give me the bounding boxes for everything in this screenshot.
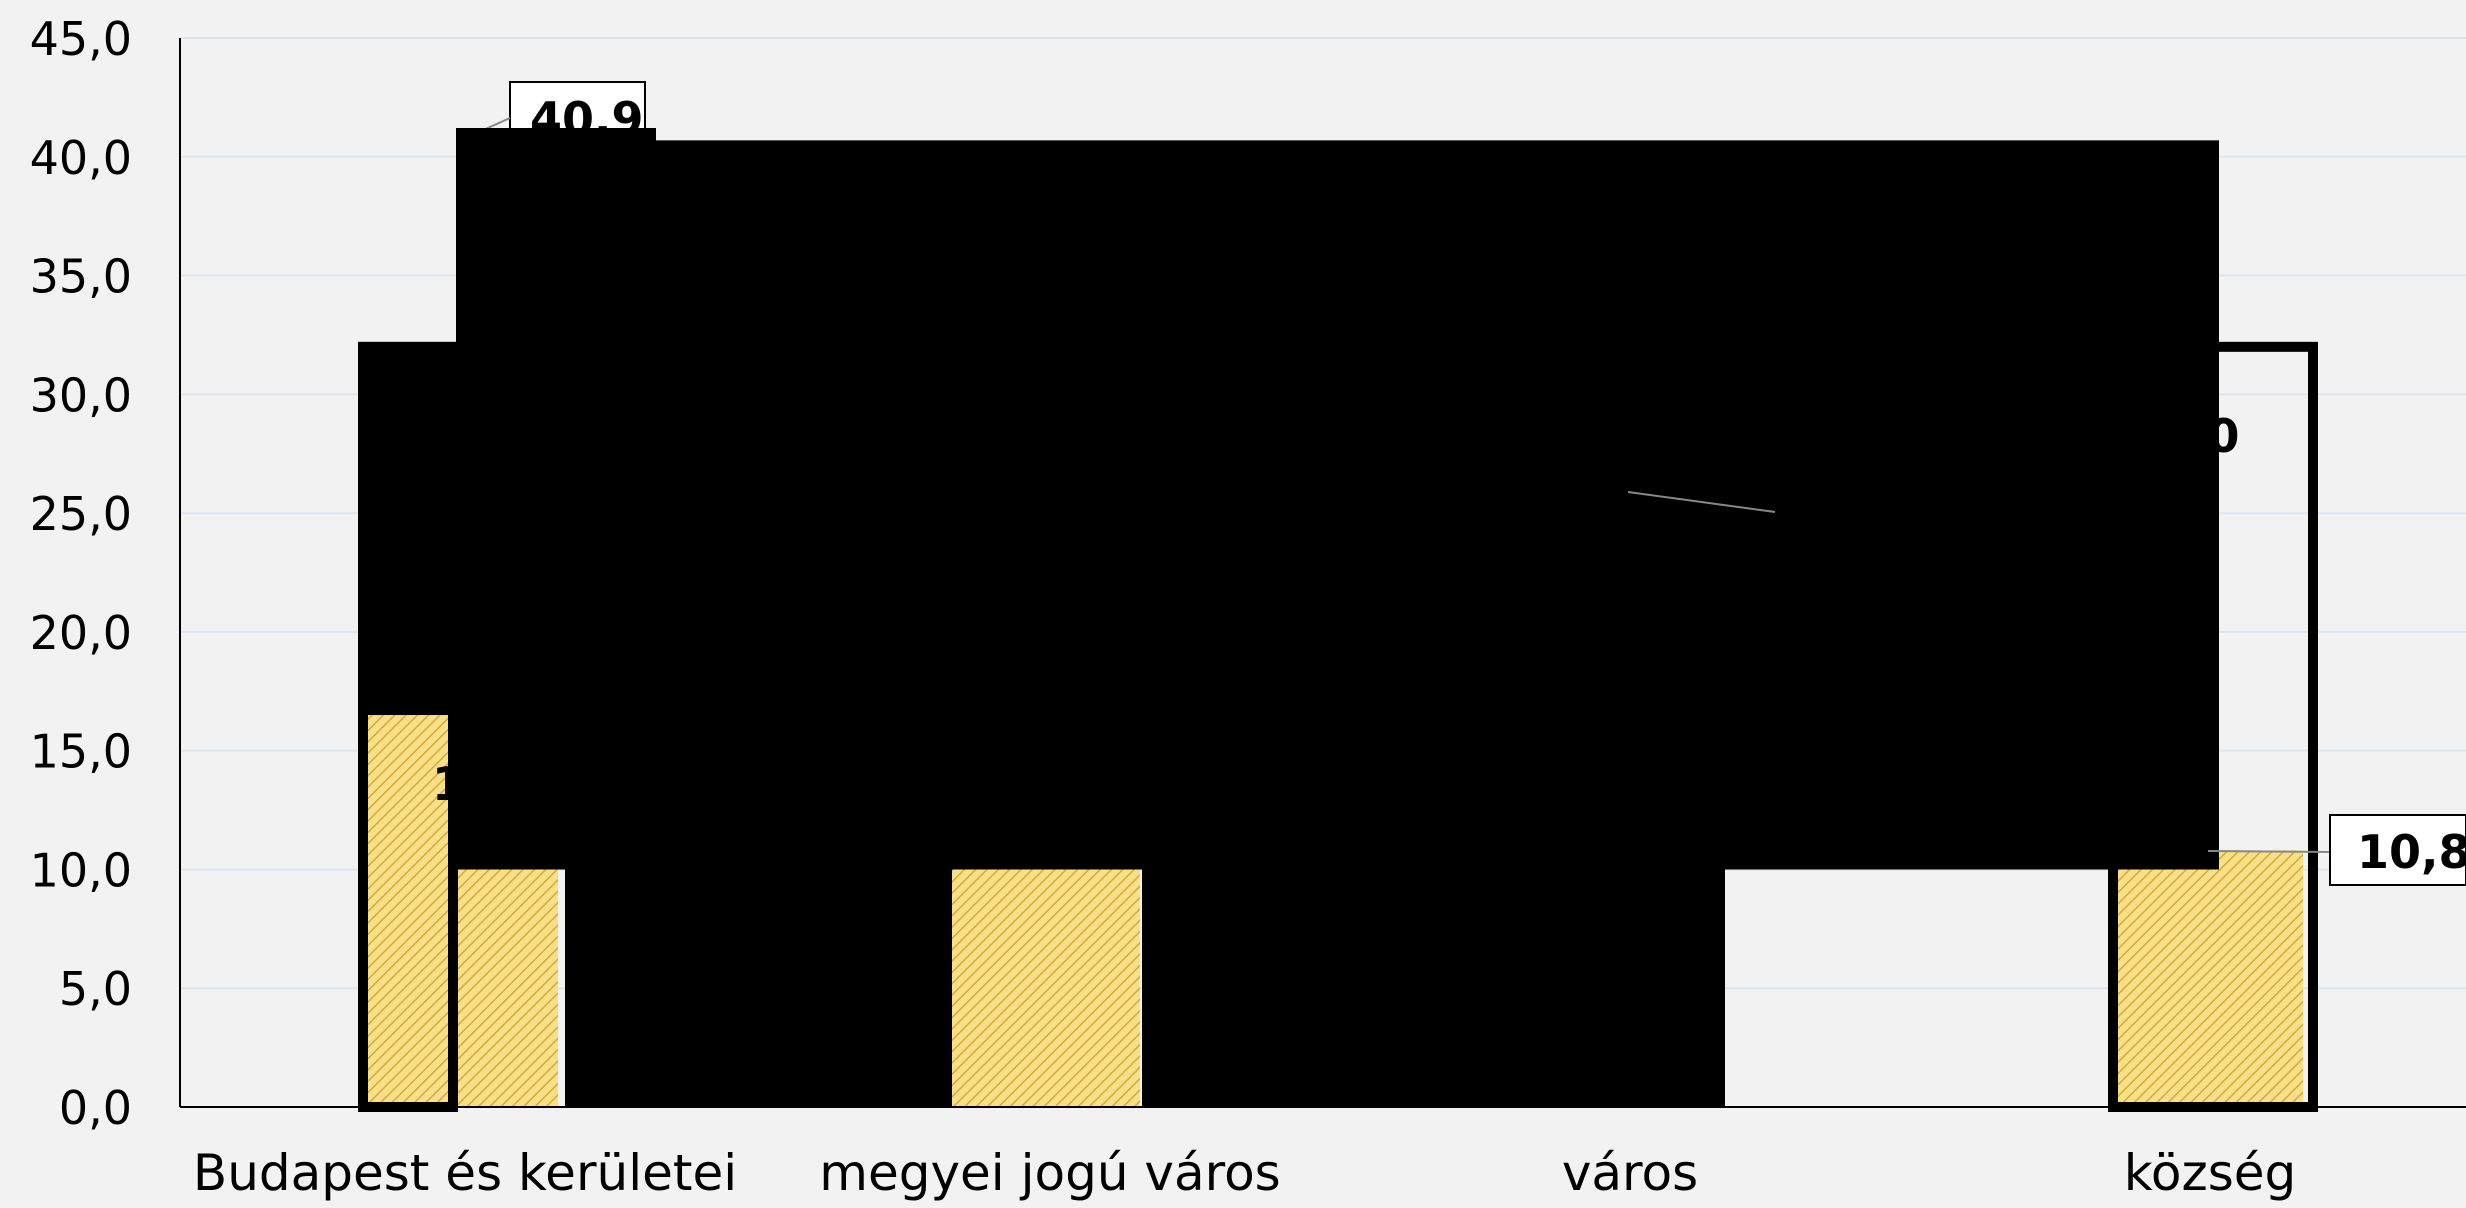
bar [456,128,656,148]
y-tick-label: 45,0 [30,12,132,66]
bars [358,140,2318,1113]
x-tick-label: város [1562,1144,1698,1202]
x-tick-label: megyei jogú város [819,1144,1280,1202]
y-tick-label: 25,0 [30,487,132,541]
data-label: 10,8 [2357,825,2466,879]
x-tick-label: község [2124,1144,2297,1202]
bar [456,140,2219,1108]
y-tick-label: 0,0 [59,1081,132,1135]
x-axis-labels: Budapest és kerületei megyei jogú város vá… [193,1144,2296,1202]
data-labels: 40,9,010,81 [432,81,2466,886]
bar [950,869,1140,1107]
y-tick-label: 35,0 [30,250,132,304]
bar [2113,850,2303,1107]
data-label: 1 [432,757,464,811]
y-tick-label: 10,0 [30,843,132,897]
y-axis-ticks: 0,0 5,0 10,0 15,0 20,0 25,0 30,0 35,0 40,0 45,0 [30,12,132,1135]
bar [363,346,456,716]
y-tick-label: 40,0 [30,131,132,185]
y-tick-label: 5,0 [59,962,132,1016]
leader-line [2207,850,2331,853]
y-tick-label: 20,0 [30,606,132,660]
y-tick-label: 15,0 [30,725,132,779]
x-tick-label: Budapest és kerületei [193,1144,737,1202]
axes [179,38,2466,1108]
leader-line [1627,491,1776,513]
data-label-box [2329,814,2466,886]
data-label: ,0 [2190,409,2239,463]
y-tick-label: 30,0 [30,368,132,422]
